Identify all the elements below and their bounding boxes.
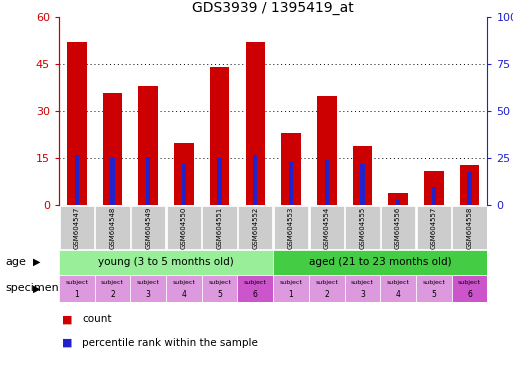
- Bar: [317, 96, 337, 205]
- Text: 2: 2: [324, 290, 329, 299]
- Text: 1: 1: [74, 290, 79, 299]
- Bar: [238, 275, 273, 302]
- Text: count: count: [82, 314, 112, 324]
- Bar: [95, 275, 130, 302]
- Bar: [360, 164, 365, 205]
- Bar: [60, 206, 94, 249]
- Text: subject: subject: [280, 280, 303, 285]
- Text: GSM604557: GSM604557: [431, 206, 437, 249]
- Text: 5: 5: [217, 290, 222, 299]
- Text: subject: subject: [244, 280, 267, 285]
- Text: subject: subject: [458, 280, 481, 285]
- Text: subject: subject: [101, 280, 124, 285]
- Text: 3: 3: [360, 290, 365, 299]
- Bar: [325, 160, 329, 205]
- Text: subject: subject: [315, 280, 338, 285]
- Text: GSM604548: GSM604548: [110, 206, 115, 249]
- Bar: [460, 165, 479, 205]
- Text: subject: subject: [137, 280, 160, 285]
- Bar: [424, 171, 444, 205]
- Text: ■: ■: [62, 338, 72, 348]
- Bar: [345, 206, 380, 249]
- Text: ▶: ▶: [33, 257, 41, 267]
- Text: aged (21 to 23 months old): aged (21 to 23 months old): [309, 257, 451, 267]
- Text: GSM604549: GSM604549: [145, 206, 151, 249]
- Bar: [59, 275, 95, 302]
- Text: 4: 4: [182, 290, 186, 299]
- Bar: [182, 164, 186, 205]
- Text: 5: 5: [431, 290, 436, 299]
- Text: GSM604547: GSM604547: [74, 206, 80, 249]
- Bar: [253, 155, 258, 205]
- Bar: [146, 157, 150, 205]
- Bar: [417, 206, 451, 249]
- Text: GSM604550: GSM604550: [181, 206, 187, 249]
- Text: subject: subject: [208, 280, 231, 285]
- Bar: [273, 250, 487, 275]
- Bar: [345, 275, 380, 302]
- Text: subject: subject: [422, 280, 445, 285]
- Bar: [451, 275, 487, 302]
- Bar: [381, 206, 415, 249]
- Text: subject: subject: [387, 280, 409, 285]
- Bar: [202, 275, 238, 302]
- Bar: [352, 146, 372, 205]
- Text: subject: subject: [351, 280, 374, 285]
- Bar: [467, 172, 471, 205]
- Bar: [67, 42, 87, 205]
- Bar: [166, 275, 202, 302]
- Bar: [139, 86, 158, 205]
- Bar: [75, 155, 79, 205]
- Text: GSM604558: GSM604558: [466, 206, 472, 249]
- Text: young (3 to 5 months old): young (3 to 5 months old): [98, 257, 234, 267]
- Text: GSM604554: GSM604554: [324, 206, 330, 249]
- Bar: [110, 158, 115, 205]
- Bar: [59, 250, 273, 275]
- Title: GDS3939 / 1395419_at: GDS3939 / 1395419_at: [192, 1, 354, 15]
- Bar: [131, 206, 165, 249]
- Bar: [203, 206, 237, 249]
- Text: subject: subject: [65, 280, 88, 285]
- Text: GSM604555: GSM604555: [360, 206, 365, 249]
- Text: GSM604553: GSM604553: [288, 206, 294, 249]
- Bar: [380, 275, 416, 302]
- Text: 6: 6: [467, 290, 472, 299]
- Text: GSM604551: GSM604551: [216, 206, 223, 249]
- Bar: [281, 133, 301, 205]
- Bar: [210, 68, 229, 205]
- Text: 4: 4: [396, 290, 401, 299]
- Bar: [238, 206, 272, 249]
- Bar: [167, 206, 201, 249]
- Text: age: age: [5, 257, 26, 267]
- Text: GSM604552: GSM604552: [252, 206, 259, 249]
- Text: GSM604556: GSM604556: [395, 206, 401, 249]
- Bar: [130, 275, 166, 302]
- Bar: [103, 93, 123, 205]
- Bar: [218, 158, 222, 205]
- Text: subject: subject: [172, 280, 195, 285]
- Bar: [274, 206, 308, 249]
- Bar: [309, 206, 344, 249]
- Text: 2: 2: [110, 290, 115, 299]
- Bar: [416, 275, 451, 302]
- Bar: [246, 42, 265, 205]
- Text: 6: 6: [253, 290, 258, 299]
- Text: percentile rank within the sample: percentile rank within the sample: [82, 338, 258, 348]
- Text: ■: ■: [62, 314, 72, 324]
- Bar: [396, 200, 400, 205]
- Bar: [388, 193, 408, 205]
- Bar: [273, 275, 309, 302]
- Bar: [431, 187, 436, 205]
- Bar: [95, 206, 130, 249]
- Text: specimen: specimen: [5, 283, 59, 293]
- Bar: [289, 162, 293, 205]
- Text: 1: 1: [289, 290, 293, 299]
- Bar: [174, 143, 194, 205]
- Text: 3: 3: [146, 290, 151, 299]
- Bar: [452, 206, 487, 249]
- Text: ▶: ▶: [33, 283, 41, 293]
- Bar: [309, 275, 345, 302]
